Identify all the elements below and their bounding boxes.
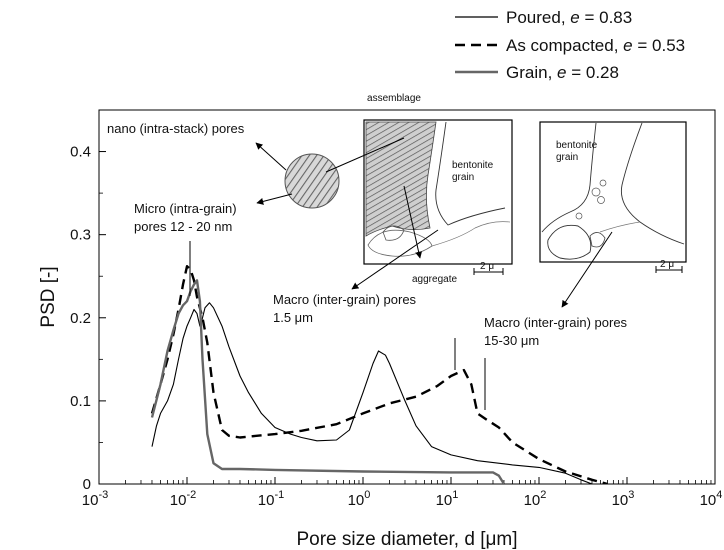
x-tick-label: 100: [348, 489, 371, 509]
series-line-as-compacted: [150, 265, 608, 484]
bentonite-label-b-1: bentonite: [556, 140, 598, 151]
series-line-grain: [150, 279, 506, 484]
series-group: [150, 265, 608, 484]
legend-entry-as-compacted: As compacted, e = 0.53: [455, 36, 685, 55]
x-tick-label: 10-3: [82, 489, 108, 509]
y-tick-label: 0.4: [70, 144, 91, 161]
legend-label-poured: Poured, e = 0.83: [506, 8, 632, 27]
y-axis-ticks: 0 0.1 0.2 0.3 0.4: [70, 144, 106, 493]
legend-label-grain: Grain, e = 0.28: [506, 63, 619, 82]
x-tick-label: 10-1: [258, 489, 284, 509]
grain-inset: bentonite grain 2 μ: [539, 121, 687, 273]
annotation-arrows: [189, 137, 613, 410]
bentonite-label-1: bentonite: [452, 160, 494, 171]
x-tick-label: 10-2: [170, 489, 196, 509]
arrow-micro: [256, 193, 293, 205]
arrow-macro-a: [351, 229, 439, 290]
arrow-nano: [255, 142, 287, 171]
x-tick-label: 104: [700, 489, 723, 509]
annotation-macro-b-line1: Macro (inter-grain) pores: [484, 315, 628, 330]
annotation-macro-a-line2: 1.5 μm: [273, 310, 313, 325]
link-circle-assemblage: [325, 137, 405, 173]
annotation-macro-a-line1: Macro (inter-grain) pores: [273, 292, 417, 307]
arrow-macro-b: [561, 231, 613, 308]
bentonite-label-b-2: grain: [556, 152, 578, 163]
y-tick-label: 0.2: [70, 310, 91, 327]
annotation-macro-b-line2: 15-30 μm: [484, 333, 539, 348]
scale-label-2: 2 μ: [660, 259, 674, 270]
bentonite-label-2: grain: [452, 172, 474, 183]
series-line-poured: [151, 302, 593, 484]
x-axis-label: Pore size diameter, d [μm]: [296, 529, 517, 550]
assemblage-label: assemblage: [367, 93, 421, 104]
scale-label-1: 2 μ: [480, 261, 494, 272]
y-tick-label: 0.1: [70, 393, 91, 410]
x-tick-label: 103: [612, 489, 635, 509]
aggregate-label: aggregate: [412, 274, 457, 285]
y-tick-label: 0: [83, 476, 91, 493]
annotation-micro-line2: pores 12 - 20 nm: [134, 219, 232, 234]
arrow-aggregate: [403, 185, 423, 259]
x-axis-ticks: 10-3 10-2 10-1 100 101 102 103 104: [82, 477, 723, 509]
y-axis-label: PSD [-]: [38, 266, 59, 327]
x-tick-label: 102: [524, 489, 547, 509]
plot-frame: [98, 109, 716, 485]
legend-label-as-compacted: As compacted, e = 0.53: [506, 36, 685, 55]
legend-entry-grain: Grain, e = 0.28: [455, 63, 619, 82]
annotation-micro-line1: Micro (intra-grain): [134, 201, 237, 216]
legend: Poured, e = 0.83 As compacted, e = 0.53 …: [455, 8, 685, 82]
legend-entry-poured: Poured, e = 0.83: [455, 8, 632, 27]
x-tick-label: 101: [436, 489, 459, 509]
y-tick-label: 0.3: [70, 227, 91, 244]
annotation-nano-pores: nano (intra-stack) pores: [107, 121, 245, 136]
nano-stack-inset: [284, 153, 340, 209]
assemblage-inset: assemblage bentonite grain 2 μ aggregate: [363, 93, 513, 285]
